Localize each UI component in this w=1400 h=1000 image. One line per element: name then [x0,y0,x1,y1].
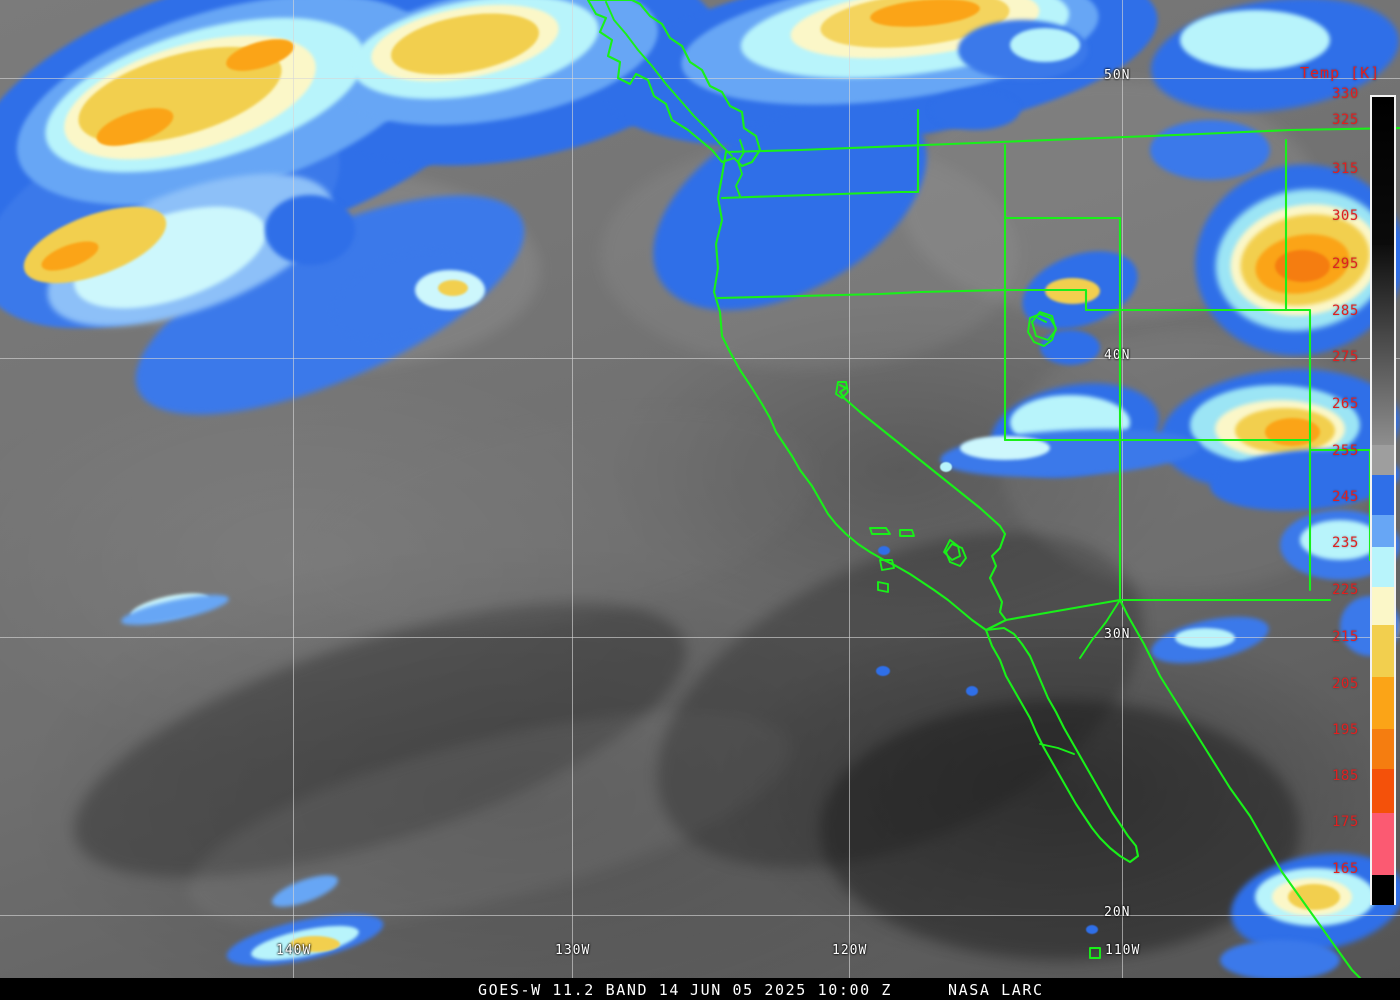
latitude-line-30n [0,637,1400,638]
coastline-mexico-mainland [1118,598,1362,978]
cold-cloud-yellow [1288,884,1340,910]
colorbar-segment-orange [1372,729,1394,769]
cold-cloud-orange [1275,250,1330,282]
coastline-british-columbia [586,0,762,168]
longitude-line-140w [293,0,294,978]
colorbar-segment-black-cold [1372,875,1394,905]
lake-inland-mexico [943,539,961,561]
coastline-us-west [712,150,988,632]
colorbar-segment-blue [1372,475,1394,515]
map-boundaries [586,0,1400,978]
lake-salton-sea [945,543,967,567]
colorbar-gradient [1370,95,1396,905]
longitude-label-120w: 120W [832,943,868,958]
border-oregon-california [716,288,1007,300]
cloud-texture [820,700,1300,960]
land-marker-small [1089,947,1101,959]
coastline-puget-sound [735,139,745,197]
border-us-mexico [984,598,1122,632]
colorbar-segment-pink [1372,813,1394,875]
longitude-label-110w: 110W [1105,943,1141,958]
border-us-canada [724,126,1400,154]
border-mexico-state [1079,599,1121,659]
border-washington-oregon [720,190,920,200]
lake-great-salt [1027,313,1057,347]
cold-cloud-blue [1040,330,1100,365]
cold-cloud-yellow [290,936,340,952]
island-channel [899,529,915,537]
colorbar-segment-orange-light [1372,677,1394,729]
border-california-nevada [838,383,1007,536]
island-channel [869,527,891,535]
colorbar-segment-gray-ramp [1372,245,1394,445]
lake-utah [1031,311,1057,341]
caption-satellite-label: GOES-W 11.2 BAND 14 [478,981,680,999]
border-idaho-nevada [1003,288,1088,312]
island-santa-catalina [879,559,895,571]
longitude-line-130w [572,0,573,978]
latitude-label-50n: 50N [1104,68,1131,83]
border-colorado-east [1284,308,1312,592]
colorbar-segment-black-warm [1372,97,1394,245]
colorbar-segment-pale-yellow [1372,587,1394,625]
border-baja-state [1039,743,1075,755]
colorbar-segment-gray-flat [1372,445,1394,475]
latitude-line-40n [0,358,1400,359]
coastline-baja-california [984,626,1140,864]
longitude-label-130w: 130W [555,943,591,958]
cold-cloud-blue [265,195,355,265]
cold-cloud-cyan [940,462,952,472]
coastline-vancouver-island [605,1,733,157]
cold-cloud-blue [966,686,978,696]
cold-cloud-cyan [1175,628,1235,648]
longitude-line-120w [849,0,850,978]
island-san-clemente [877,581,889,593]
satellite-raster: 50N 40N 30N 20N 140W 130W 120W 110W [0,0,1400,978]
colorbar-segment-light-blue [1372,515,1394,547]
latitude-label-40n: 40N [1104,348,1131,363]
colorbar-segment-yellow [1372,625,1394,677]
cold-cloud-blue [1220,940,1340,978]
cold-cloud-blue [1086,925,1098,934]
cold-cloud-blue [876,666,890,676]
caption-bar: GOES-W 11.2 BAND 14 JUN 05 2025 10:00 Z … [0,978,1400,1000]
colorbar-title: Temp [K] [1300,64,1381,82]
cold-cloud-blue [1150,120,1270,180]
longitude-label-140w: 140W [276,943,312,958]
cold-cloud-yellow [438,280,468,296]
caption-datetime-label: JUN 05 2025 10:00 Z [690,981,892,999]
colorbar-segment-orange-deep [1372,769,1394,813]
caption-source-label: NASA LARC [948,981,1044,999]
cold-cloud-cyan [1300,520,1380,560]
latitude-line-20n [0,915,1400,916]
latitude-line-50n [0,78,1400,79]
longitude-line-110w [1122,0,1123,978]
cold-cloud-cyan [1010,28,1080,62]
cold-cloud-cyan [1180,10,1330,70]
border-california-arizona [988,532,1008,622]
lake-tahoe [835,381,849,399]
latitude-label-30n: 30N [1104,627,1131,642]
lake-mead [1037,317,1047,323]
colorbar [1370,95,1398,907]
colorbar-segment-cyan [1372,547,1394,587]
cold-cloud-blue [930,90,1020,130]
cold-cloud-blue [878,546,890,555]
latitude-label-20n: 20N [1104,905,1131,920]
